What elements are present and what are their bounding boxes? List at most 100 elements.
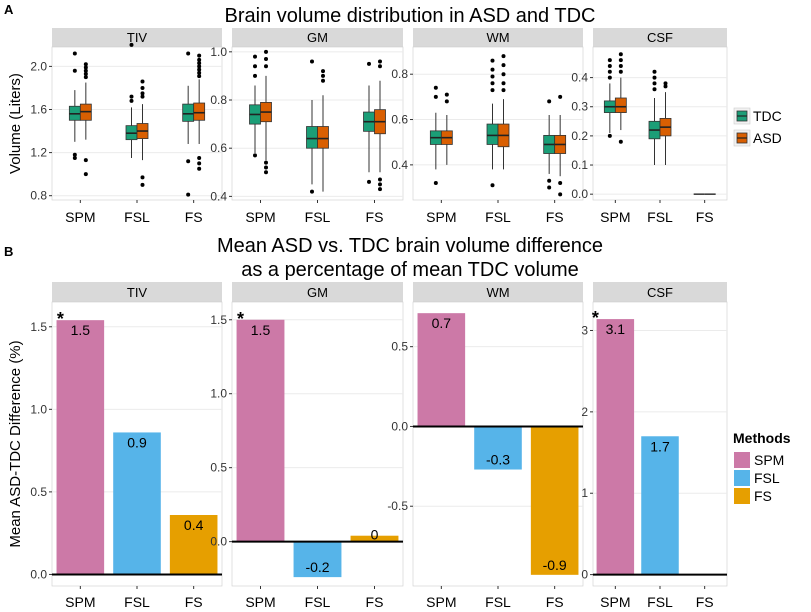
box-asd-fs — [193, 102, 206, 121]
x-tick-label: SPM — [426, 209, 456, 225]
bar-spm — [596, 319, 635, 575]
box-asd-fsl — [317, 126, 329, 149]
outlier-point — [618, 139, 623, 144]
legend-groups: TDC ASD — [733, 107, 782, 147]
outlier-point — [197, 161, 202, 166]
outlier-point — [264, 165, 268, 170]
legend-label-fs: FS — [754, 488, 772, 504]
outlier-point — [490, 183, 495, 188]
bar-spm — [417, 313, 466, 427]
facet-strip — [593, 28, 727, 47]
facet-strip-label: GM — [307, 285, 328, 300]
y-tick-label: 0.5 — [30, 485, 47, 499]
facet-strip — [52, 282, 222, 302]
box-tdc-fsl — [306, 126, 318, 149]
outlier-point — [264, 160, 268, 165]
x-tick-label: FS — [366, 209, 384, 225]
panel-a-title: Brain volume distribution in ASD and TDC — [225, 5, 596, 27]
outlier-point — [663, 84, 668, 89]
bar-value-label: -0.3 — [486, 452, 510, 468]
facet-strip-label: WM — [486, 285, 509, 300]
y-tick-label: 0.6 — [391, 113, 408, 127]
outlier-point — [618, 58, 623, 63]
outlier-point — [129, 94, 134, 99]
y-tick-label: 0.8 — [210, 93, 227, 107]
outlier-point — [444, 92, 449, 97]
outlier-point — [83, 68, 88, 73]
outlier-point — [547, 185, 552, 190]
outlier-point — [501, 88, 506, 93]
bar-fs — [169, 515, 218, 575]
outlier-point — [490, 67, 495, 72]
outlier-point — [140, 94, 145, 99]
legend-label-spm: SPM — [754, 452, 784, 468]
outlier-point — [197, 64, 202, 69]
outlier-point — [558, 94, 563, 99]
outlier-point — [140, 175, 145, 180]
outlier-point — [83, 62, 88, 67]
panel-b-y-axis-label: Mean ASD-TDC Difference (%) — [7, 340, 24, 547]
box-tdc-fs — [182, 103, 195, 122]
y-tick-label: 1.2 — [30, 146, 47, 160]
y-tick-label: 0.5 — [391, 340, 408, 354]
bar-spm — [56, 320, 105, 575]
y-tick-label: 0.4 — [391, 158, 408, 172]
facet-strip-label: GM — [307, 30, 328, 45]
facet-strip — [593, 282, 727, 302]
bar-fsl — [293, 541, 342, 578]
x-tick-label: SPM — [426, 594, 456, 610]
box-tdc-fsl — [486, 123, 499, 145]
facet-strip-label: CSF — [647, 285, 673, 300]
outlier-point — [490, 58, 495, 63]
x-tick-label: FSL — [647, 594, 673, 610]
outlier-point — [663, 81, 668, 86]
outlier-point — [607, 75, 612, 80]
outlier-point — [501, 72, 506, 77]
legend-title: Methods — [733, 430, 791, 446]
outlier-point — [83, 75, 88, 80]
bar-facet-gm: GM 0.0 0.5 1.0 1.5 SPM 1.5 * FSL -0.2 FS 0 — [210, 282, 404, 610]
y-tick-label: 1 — [581, 486, 588, 500]
outlier-point — [367, 61, 371, 66]
outlier-point — [186, 192, 191, 197]
outlier-point — [490, 74, 495, 79]
bar-facet-tiv: TIV 0.0 0.5 1.0 1.5 SPM 1.5 * FSL 0.9 FS 0.4 — [30, 282, 223, 610]
facet-strip — [232, 282, 403, 302]
outlier-point — [197, 166, 202, 171]
outlier-point — [378, 59, 382, 64]
panel-b-title-line1: Mean ASD vs. TDC brain volume difference — [217, 235, 603, 257]
y-tick-label: 0.4 — [571, 71, 588, 85]
outlier-point — [197, 155, 202, 160]
outlier-point — [264, 64, 268, 69]
panel-a-label: A — [4, 2, 14, 17]
facet-strip — [232, 28, 403, 47]
facet-strip-label: TIV — [127, 285, 148, 300]
x-tick-label: FSL — [305, 594, 331, 610]
outlier-point — [186, 159, 191, 164]
outlier-point — [72, 68, 77, 73]
x-tick-label: FSL — [485, 594, 511, 610]
outlier-point — [607, 63, 612, 68]
bar-value-label: 0.7 — [432, 315, 452, 331]
bar-value-label: 1.5 — [251, 322, 271, 338]
outlier-point — [264, 49, 268, 54]
x-tick-label: SPM — [600, 209, 630, 225]
x-tick-label: FSL — [647, 209, 673, 225]
outlier-point — [140, 182, 145, 187]
y-tick-label: 1.0 — [210, 45, 227, 59]
outlier-point — [607, 133, 612, 138]
y-tick-label: 0.0 — [571, 187, 588, 201]
bar-fs — [350, 535, 399, 542]
legend-label-fsl: FSL — [754, 470, 780, 486]
y-tick-label: 1.5 — [30, 320, 47, 334]
outlier-point — [264, 170, 268, 175]
outlier-point — [72, 51, 77, 56]
bar-fsl — [641, 436, 679, 575]
outlier-point — [618, 63, 623, 68]
facet-panel — [412, 46, 584, 201]
outlier-point — [618, 69, 623, 74]
legend-swatch-spm — [734, 452, 750, 468]
bar-value-label: 0 — [371, 527, 379, 543]
outlier-point — [618, 52, 623, 57]
